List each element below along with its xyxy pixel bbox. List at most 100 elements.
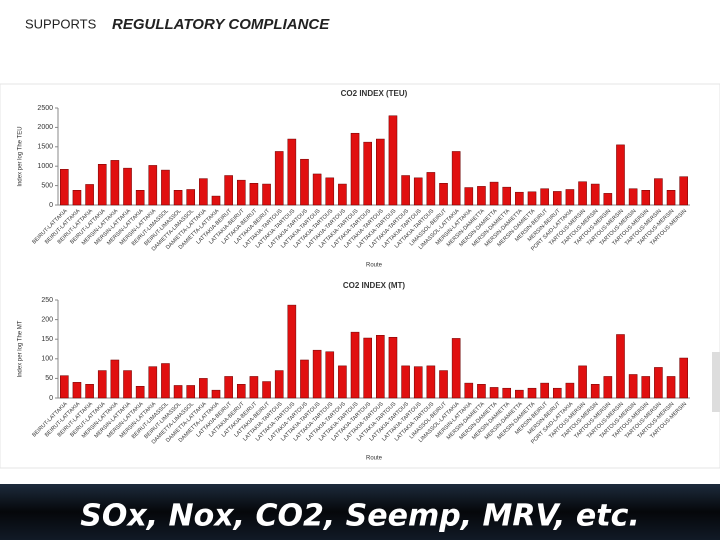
bar (679, 357, 688, 399)
y-tick-label: 500 (41, 182, 53, 189)
bar (186, 385, 196, 399)
y-tick-label: 0 (49, 395, 53, 402)
bar (628, 188, 638, 206)
bar (338, 183, 347, 206)
bar (654, 178, 663, 206)
x-axis-label: Route (366, 456, 383, 462)
bar (578, 365, 587, 399)
bar (274, 370, 284, 399)
bar (148, 165, 158, 206)
bar (211, 195, 221, 206)
bar (312, 173, 322, 206)
bar (527, 387, 537, 399)
bar (628, 374, 638, 399)
bar (616, 334, 625, 399)
bar (338, 365, 347, 399)
bar (224, 376, 233, 399)
bar (489, 387, 499, 399)
bar (85, 384, 94, 399)
chart-title: CO2 INDEX (MT) (343, 281, 406, 290)
bar (363, 337, 372, 399)
bar (464, 382, 474, 399)
bar (312, 349, 322, 399)
y-tick-label: 150 (41, 336, 53, 343)
bar (186, 189, 196, 206)
bar (515, 191, 524, 206)
y-tick-label: 0 (49, 202, 53, 209)
bar (464, 187, 474, 206)
bar (287, 138, 297, 206)
bar (148, 366, 158, 399)
bar (641, 190, 651, 206)
bar (451, 338, 461, 399)
bar (439, 370, 448, 399)
bar (173, 190, 183, 206)
bar (426, 172, 436, 206)
bar (477, 186, 486, 206)
bar (401, 365, 410, 399)
bar (679, 176, 688, 206)
bar (110, 359, 120, 399)
bar (72, 382, 82, 399)
bar (72, 190, 82, 206)
bar (590, 183, 600, 206)
bar (350, 331, 360, 399)
bar (325, 177, 335, 206)
bar (60, 169, 69, 206)
bar (666, 376, 676, 399)
bar (300, 158, 309, 206)
bar (413, 177, 423, 206)
bar (477, 384, 486, 399)
bar (654, 367, 663, 399)
bar (173, 385, 183, 399)
bar (401, 175, 410, 206)
bar (224, 175, 233, 206)
bar (199, 378, 208, 399)
bar (578, 181, 587, 206)
x-axis-label: Route (366, 263, 383, 269)
chart-panel (0, 83, 720, 469)
bar (489, 181, 499, 206)
bar (262, 183, 271, 206)
bar (97, 164, 107, 206)
chart-title: CO2 INDEX (TEU) (341, 89, 408, 98)
bar (85, 184, 94, 206)
bar (388, 115, 398, 206)
footer-band (0, 484, 720, 540)
bar (439, 183, 448, 206)
bar (565, 189, 575, 206)
bar (199, 178, 208, 206)
bar (616, 144, 625, 206)
bar (666, 190, 676, 206)
bar (540, 188, 549, 206)
y-tick-label: 2500 (37, 105, 53, 112)
bar (350, 132, 360, 206)
y-tick-label: 50 (45, 375, 53, 382)
bar (97, 370, 107, 399)
bar (413, 366, 423, 399)
bar (590, 384, 600, 399)
panel-edge (712, 352, 720, 412)
footer-text: SOx, Nox, CO2, Seemp, MRV, etc. (80, 499, 640, 534)
bar (515, 389, 524, 399)
bar (274, 151, 284, 206)
y-tick-label: 100 (41, 356, 53, 363)
bar (161, 169, 170, 206)
bar (527, 191, 537, 206)
bar (552, 191, 562, 206)
bar (249, 183, 259, 206)
bar (451, 151, 461, 206)
bar (60, 375, 69, 399)
bar (287, 304, 297, 399)
y-tick-label: 200 (41, 316, 53, 323)
bar (388, 336, 398, 399)
bar (135, 190, 145, 206)
bar (363, 141, 372, 206)
bar (211, 389, 221, 399)
header-lead: SUPPORTS (25, 16, 97, 31)
header-title: REGULLATORY COMPLIANCE (112, 16, 330, 33)
bar (502, 186, 512, 206)
bar (236, 384, 246, 399)
